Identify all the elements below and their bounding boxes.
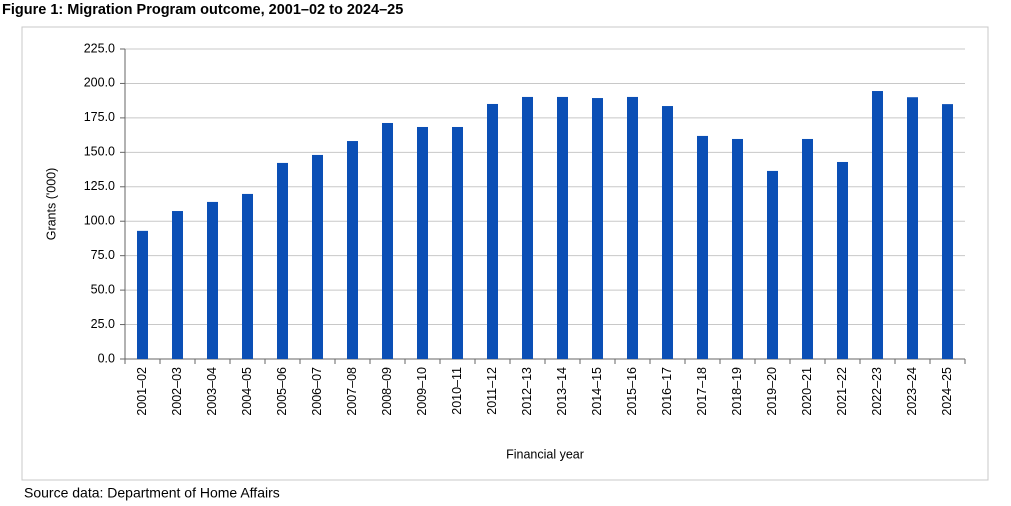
x-tick-label: 2024–25 xyxy=(940,367,954,416)
bar xyxy=(137,230,148,359)
x-tick-label: 2009–10 xyxy=(415,367,429,416)
bar xyxy=(942,104,953,359)
bar xyxy=(837,161,848,359)
bar xyxy=(802,138,813,359)
chart-title: Figure 1: Migration Program outcome, 200… xyxy=(2,2,403,18)
bar xyxy=(347,141,358,359)
bar xyxy=(732,138,743,359)
x-tick-label: 2007–08 xyxy=(345,367,359,416)
x-tick-label: 2011–12 xyxy=(485,367,499,415)
bar xyxy=(172,211,183,359)
bar xyxy=(242,193,253,359)
bar xyxy=(207,201,218,359)
x-tick-label: 2013–14 xyxy=(555,367,569,416)
bar xyxy=(382,122,393,359)
y-tick-label: 150.0 xyxy=(84,145,115,159)
bar xyxy=(312,154,323,359)
y-tick-label: 200.0 xyxy=(84,76,115,90)
x-axis-title: Financial year xyxy=(506,447,584,461)
x-tick-label: 2015–16 xyxy=(625,367,639,416)
x-tick-label: 2018–19 xyxy=(730,367,744,416)
x-tick-label: 2019–20 xyxy=(765,367,779,416)
y-tick-label: 100.0 xyxy=(84,214,115,228)
x-tick-label: 2023–24 xyxy=(905,367,919,416)
x-tick-label: 2008–09 xyxy=(380,367,394,416)
y-tick-label: 0.0 xyxy=(98,351,115,365)
bar xyxy=(592,98,603,359)
y-tick-label: 125.0 xyxy=(84,179,115,193)
x-tick-label: 2003–04 xyxy=(205,367,219,416)
bar xyxy=(907,97,918,359)
x-tick-label: 2012–13 xyxy=(520,367,534,416)
bar xyxy=(662,106,673,359)
y-tick-label: 175.0 xyxy=(84,110,115,124)
x-tick-label: 2002–03 xyxy=(170,367,184,416)
bar xyxy=(277,162,288,359)
x-tick-label: 2004–05 xyxy=(240,367,254,416)
x-tick-label: 2017–18 xyxy=(695,367,709,416)
bar xyxy=(522,96,533,360)
source-note: Source data: Department of Home Affairs xyxy=(24,485,280,501)
bar xyxy=(627,96,638,360)
x-tick-label: 2005–06 xyxy=(275,367,289,416)
x-tick-label: 2006–07 xyxy=(310,367,324,416)
y-tick-label: 75.0 xyxy=(91,248,115,262)
bar xyxy=(487,103,498,360)
y-tick-label: 50.0 xyxy=(91,282,115,296)
x-tick-label: 2020–21 xyxy=(800,367,814,416)
x-tick-label: 2022–23 xyxy=(870,367,884,416)
y-tick-label: 25.0 xyxy=(91,317,115,331)
y-tick-label: 225.0 xyxy=(84,41,115,55)
bar xyxy=(767,170,778,359)
x-tick-label: 2016–17 xyxy=(660,367,674,416)
bar xyxy=(452,126,463,359)
y-axis-title: Grants ('000) xyxy=(44,168,58,241)
x-tick-label: 2014–15 xyxy=(590,367,604,416)
x-tick-label: 2001–02 xyxy=(135,367,149,416)
bar xyxy=(872,91,883,360)
x-tick-label: 2021–22 xyxy=(835,367,849,416)
bar xyxy=(557,96,568,360)
bar xyxy=(417,126,428,359)
bar xyxy=(697,135,708,359)
x-tick-label: 2010–11 xyxy=(450,367,464,415)
